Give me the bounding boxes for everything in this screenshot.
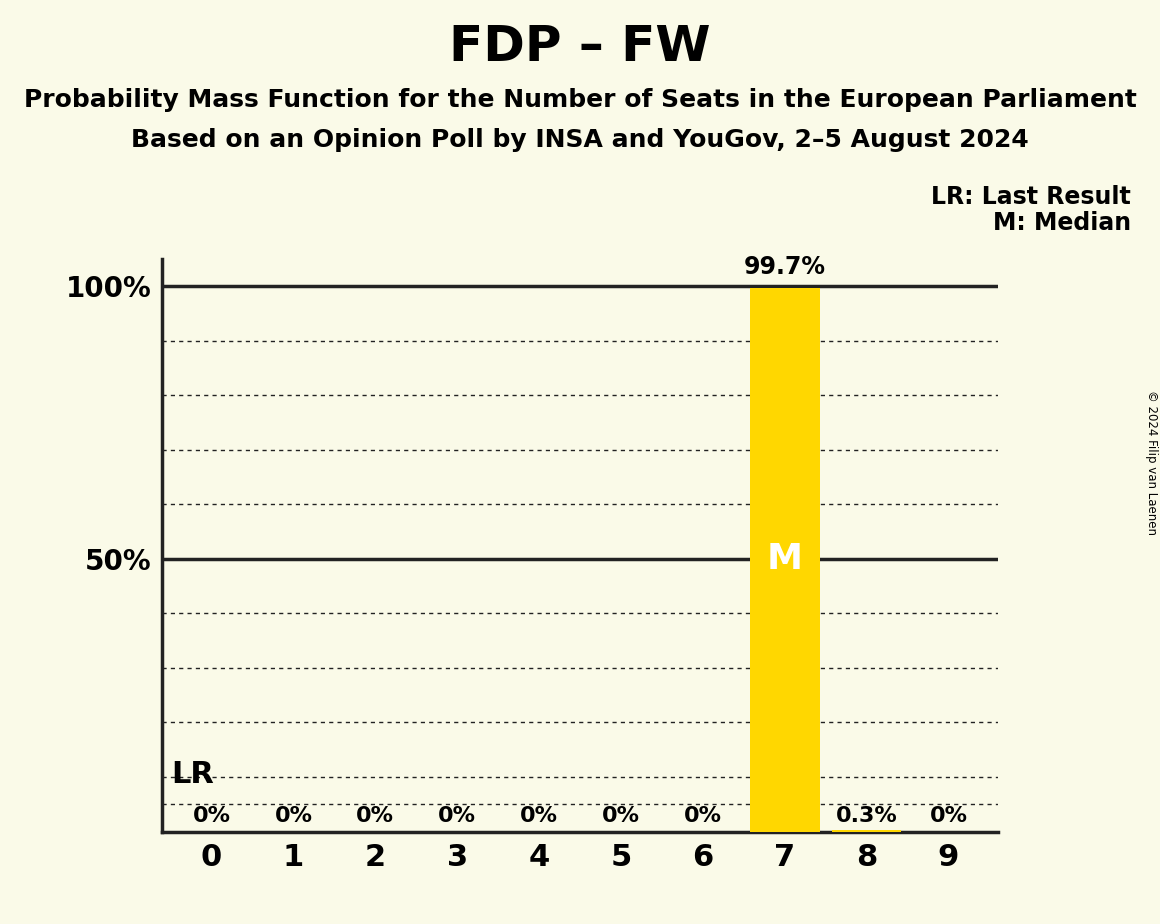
Text: 99.7%: 99.7%	[744, 255, 826, 279]
Text: 0%: 0%	[684, 806, 722, 826]
Text: Based on an Opinion Poll by INSA and YouGov, 2–5 August 2024: Based on an Opinion Poll by INSA and You…	[131, 128, 1029, 152]
Text: LR: LR	[171, 760, 213, 789]
Bar	[832, 830, 901, 832]
Text: 0%: 0%	[929, 806, 967, 826]
Text: LR: Last Result: LR: Last Result	[931, 185, 1131, 209]
Text: M: Median: M: Median	[993, 211, 1131, 235]
Text: 0%: 0%	[520, 806, 558, 826]
Bar	[749, 287, 819, 832]
Text: 0.3%: 0.3%	[835, 806, 898, 826]
Text: © 2024 Filip van Laenen: © 2024 Filip van Laenen	[1145, 390, 1158, 534]
Text: Probability Mass Function for the Number of Seats in the European Parliament: Probability Mass Function for the Number…	[23, 88, 1137, 112]
Text: 0%: 0%	[438, 806, 476, 826]
Text: M: M	[767, 541, 803, 576]
Text: 0%: 0%	[356, 806, 394, 826]
Text: 0%: 0%	[193, 806, 231, 826]
Text: 0%: 0%	[602, 806, 640, 826]
Text: 0%: 0%	[275, 806, 312, 826]
Text: FDP – FW: FDP – FW	[449, 23, 711, 71]
